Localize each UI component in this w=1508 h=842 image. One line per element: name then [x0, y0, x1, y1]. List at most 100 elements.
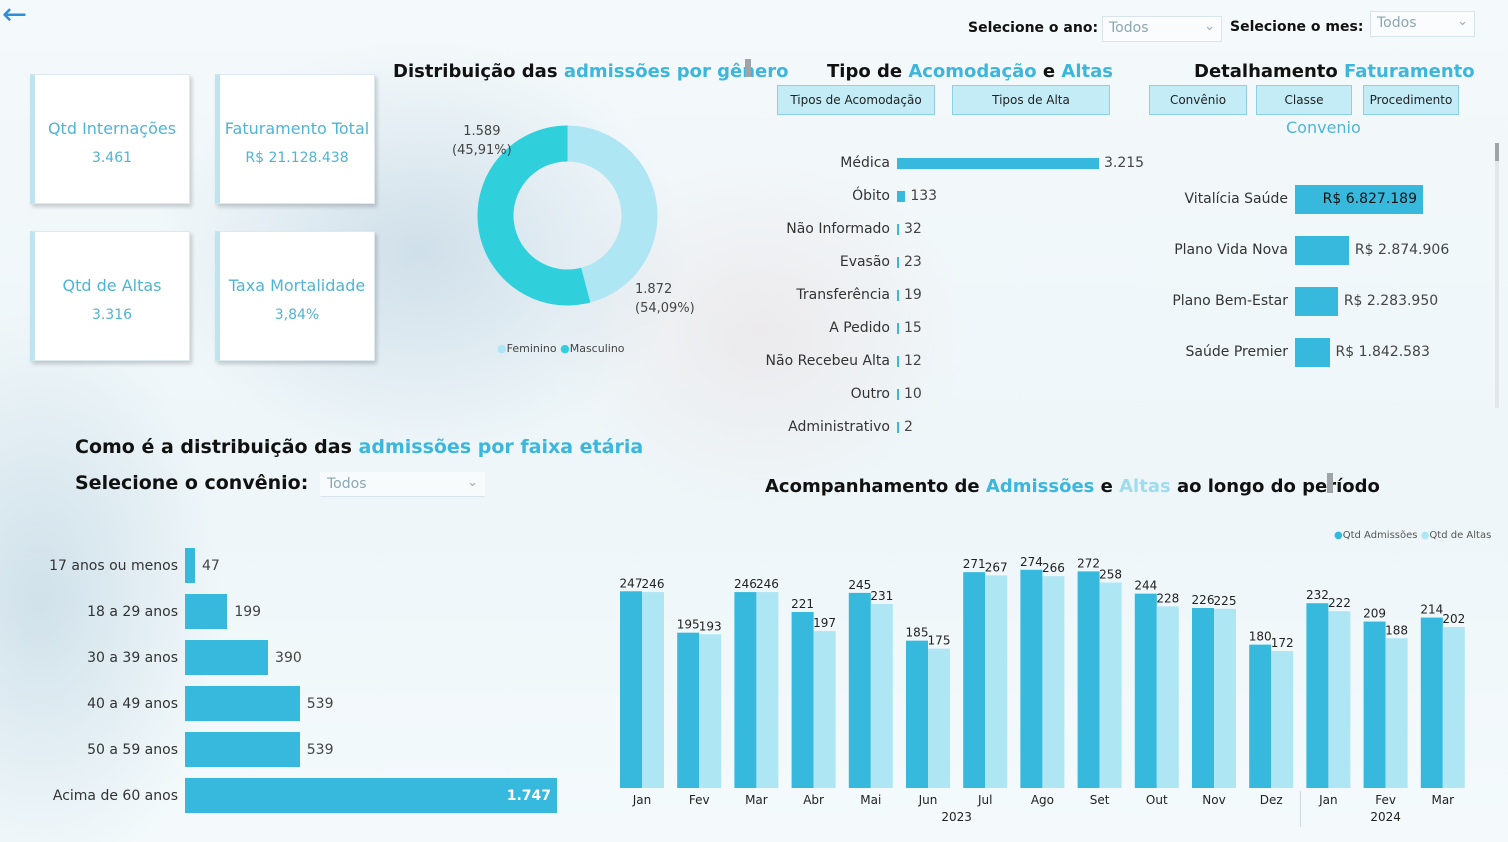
faturamento-chart-title: Detalhamento Faturamento — [1194, 61, 1475, 82]
acomodacao-bar-value: 12 — [904, 353, 922, 369]
legend-feminino: Feminino — [506, 342, 557, 355]
donut-slice-masculino[interactable] — [477, 125, 591, 306]
admissoes-bar[interactable] — [963, 572, 986, 788]
altas-bar[interactable] — [699, 634, 722, 788]
altas-bar[interactable] — [1328, 611, 1351, 788]
admissoes-bar[interactable] — [1420, 617, 1443, 788]
x-tick-label: Nov — [1202, 793, 1225, 807]
faixa-bar-label: 18 a 29 anos — [87, 604, 178, 620]
acomodacao-bar-value: 133 — [910, 188, 938, 204]
tipos-acomodacao-button[interactable]: Tipos de Acomodação — [777, 85, 935, 115]
periodo-chart-title: Acompanhamento de Admissões e Altas ao l… — [765, 476, 1380, 497]
altas-bar[interactable] — [1214, 608, 1236, 788]
bar-data-label: 245 — [848, 578, 871, 592]
acomodacao-bar — [897, 224, 899, 235]
kpi-value: 3,84% — [274, 307, 320, 323]
faturamento-bar — [1295, 236, 1349, 265]
faixa-bar-label: 40 a 49 anos — [87, 696, 178, 712]
faixa-bar-value: 1.747 — [506, 788, 551, 804]
visual-header-scrollbar[interactable] — [1327, 473, 1333, 493]
altas-bar[interactable] — [1156, 606, 1179, 788]
altas-bar[interactable] — [1042, 576, 1065, 788]
month-dropdown[interactable]: Todos ⌄ — [1370, 11, 1475, 37]
altas-bar[interactable] — [985, 575, 1008, 788]
admissoes-bar[interactable] — [906, 640, 928, 788]
kpi-card-internacoes: Qtd Internações 3.461 — [30, 74, 190, 204]
bar-data-label: 247 — [620, 576, 643, 590]
altas-bar[interactable] — [1442, 627, 1465, 788]
altas-bar[interactable] — [756, 592, 779, 788]
altas-bar[interactable] — [928, 648, 950, 788]
acomodacao-bar-label: Administrativo — [788, 419, 890, 435]
visual-header-scrollbar[interactable] — [745, 59, 751, 77]
admissoes-bar[interactable] — [620, 591, 642, 788]
acomodacao-title-part2: e — [1036, 61, 1062, 82]
donut-feminino-pct: (45,91%) — [452, 143, 512, 158]
kpi-value: R$ 21.128.438 — [245, 150, 349, 166]
bar-data-label: 271 — [963, 557, 986, 571]
donut-label-masculino: 1.872 (54,09%) — [635, 280, 695, 318]
bar-data-label: 258 — [1099, 568, 1122, 582]
bar-data-label: 231 — [870, 589, 893, 603]
acomodacao-bar — [897, 191, 906, 202]
admissoes-bar[interactable] — [1192, 608, 1214, 788]
admissoes-bar[interactable] — [1363, 621, 1386, 788]
x-tick-label: Dez — [1260, 793, 1283, 807]
convenio-button[interactable]: Convênio — [1149, 85, 1247, 115]
procedimento-button[interactable]: Procedimento — [1363, 85, 1459, 115]
faixa-bar — [185, 548, 195, 583]
admissoes-bar[interactable] — [1134, 593, 1157, 788]
admissoes-bar[interactable] — [1306, 603, 1329, 788]
donut-slice-feminino[interactable] — [567, 125, 658, 303]
faturamento-scroll-thumb[interactable] — [1495, 143, 1499, 161]
faturamento-bar-label: Saúde Premier — [1185, 344, 1288, 360]
altas-bar[interactable] — [1385, 638, 1408, 788]
admissoes-bar[interactable] — [677, 632, 700, 788]
altas-bar[interactable] — [1099, 582, 1122, 788]
admissoes-bar[interactable] — [848, 592, 871, 788]
admissoes-bar[interactable] — [1249, 644, 1272, 788]
x-tick-label: Jan — [1318, 793, 1338, 807]
admissoes-bar[interactable] — [734, 592, 757, 788]
year-dropdown[interactable]: Todos ⌄ — [1102, 16, 1222, 42]
altas-bar[interactable] — [642, 592, 664, 788]
faixa-bar-value: 539 — [306, 742, 334, 758]
admissoes-bar[interactable] — [1077, 571, 1100, 788]
altas-bar[interactable] — [870, 604, 893, 788]
legend-dot-feminino: ● — [497, 342, 507, 355]
acomodacao-bar-value: 15 — [904, 320, 922, 336]
altas-bar[interactable] — [1271, 651, 1294, 788]
month-filter-label: Selecione o mes: — [1230, 19, 1364, 35]
admissoes-bar[interactable] — [791, 611, 814, 788]
back-arrow-icon[interactable]: ← — [2, 0, 28, 32]
altas-bar[interactable] — [813, 631, 836, 788]
kpi-card-altas: Qtd de Altas 3.316 — [30, 231, 190, 361]
donut-masculino-value: 1.872 — [635, 282, 673, 297]
faturamento-bar — [1295, 287, 1338, 316]
bar-data-label: 222 — [1328, 596, 1351, 610]
classe-button[interactable]: Classe — [1256, 85, 1352, 115]
faturamento-bar-label: Plano Bem-Estar — [1172, 293, 1288, 309]
kpi-value: 3.461 — [91, 150, 133, 166]
x-tick-label: Abr — [803, 793, 824, 807]
x-tick-label: Set — [1090, 793, 1110, 807]
x-tick-label: Jan — [632, 793, 652, 807]
chevron-down-icon: ⌄ — [1457, 14, 1468, 29]
bar-data-label: 246 — [642, 577, 665, 591]
bar-data-label: 180 — [1249, 630, 1272, 644]
tipos-alta-button[interactable]: Tipos de Alta — [952, 85, 1110, 115]
convenio-filter-label: Selecione o convênio: — [75, 472, 309, 494]
faturamento-bar-value: R$ 6.827.189 — [1322, 191, 1417, 207]
kpi-title: Faturamento Total — [224, 119, 370, 138]
acomodacao-bar-label: Transferência — [796, 287, 890, 303]
acomodacao-title-hl2: Altas — [1061, 61, 1113, 82]
faturamento-bar-label: Plano Vida Nova — [1174, 242, 1288, 258]
bar-data-label: 272 — [1077, 556, 1100, 570]
bar-data-label: 214 — [1420, 603, 1443, 617]
month-dropdown-value: Todos — [1377, 15, 1417, 31]
faturamento-scroll-track[interactable] — [1495, 143, 1499, 408]
faixa-bar — [185, 640, 269, 675]
acomodacao-bar-value: 32 — [904, 221, 922, 237]
admissoes-bar[interactable] — [1020, 569, 1043, 788]
convenio-dropdown[interactable]: Todos ⌄ — [320, 472, 485, 497]
